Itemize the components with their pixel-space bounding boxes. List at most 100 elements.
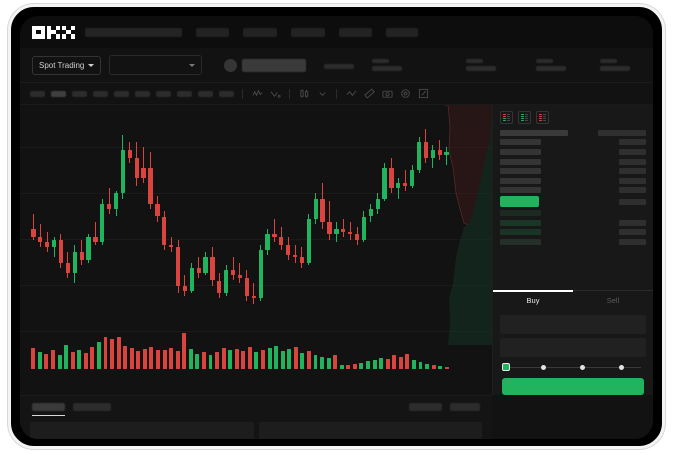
timeframe-chip-9[interactable] bbox=[198, 90, 213, 97]
orderbook-bid-row[interactable] bbox=[500, 237, 646, 247]
candle-body bbox=[375, 198, 380, 209]
volume-bar bbox=[241, 351, 246, 369]
orderbook-bid-row[interactable] bbox=[500, 218, 646, 228]
fullscreen-icon[interactable] bbox=[417, 88, 429, 100]
settings-icon[interactable] bbox=[399, 88, 411, 100]
line-chart-icon[interactable] bbox=[345, 88, 357, 100]
price-chart[interactable] bbox=[20, 105, 492, 395]
bottom-panel-cards bbox=[20, 411, 492, 439]
nav-item-4[interactable] bbox=[339, 27, 372, 37]
orderbook-rows[interactable] bbox=[493, 128, 653, 247]
market-stat-3 bbox=[466, 59, 497, 71]
candle-body bbox=[265, 234, 270, 250]
bottom-card-1[interactable] bbox=[30, 422, 254, 439]
slider-mark-50[interactable] bbox=[580, 364, 585, 370]
candle-body bbox=[313, 198, 318, 220]
timeframe-chip-7[interactable] bbox=[156, 90, 171, 97]
candle bbox=[437, 119, 442, 314]
orderbook-ask-row[interactable] bbox=[500, 147, 646, 157]
bottom-action-2[interactable] bbox=[450, 403, 480, 411]
candle-body bbox=[31, 229, 36, 237]
amount-field[interactable] bbox=[500, 338, 646, 357]
orderbook-ask-row[interactable] bbox=[500, 128, 646, 138]
orderbook-and-order-form-panel: Buy Sell bbox=[492, 105, 653, 395]
trading-mode-select[interactable]: Spot Trading bbox=[32, 55, 102, 75]
nav-item-2[interactable] bbox=[243, 27, 277, 37]
candle-wick bbox=[184, 275, 186, 296]
indicator-icon[interactable] bbox=[251, 88, 263, 100]
volume-bar bbox=[339, 364, 344, 369]
nav-item-3[interactable] bbox=[291, 27, 325, 37]
volume-bar bbox=[96, 341, 101, 369]
volume-bar bbox=[70, 351, 75, 369]
slider-mark-75[interactable] bbox=[619, 364, 624, 370]
candle-wick bbox=[404, 170, 406, 191]
timeframe-chip-10[interactable] bbox=[219, 90, 234, 97]
bid-price bbox=[500, 229, 541, 236]
timeframe-chip-1[interactable] bbox=[30, 90, 45, 97]
nav-item-5[interactable] bbox=[386, 27, 418, 37]
timeframe-chip-3[interactable] bbox=[72, 90, 87, 97]
market-stat-value bbox=[536, 66, 567, 71]
nav-item-1[interactable] bbox=[196, 27, 229, 37]
timeframe-chip-4[interactable] bbox=[93, 90, 108, 97]
ask-amount bbox=[598, 129, 646, 136]
orderbook-bid-row[interactable] bbox=[500, 208, 646, 218]
candle bbox=[237, 119, 243, 314]
timeframe-chip-6[interactable] bbox=[135, 90, 150, 97]
candle bbox=[155, 119, 160, 314]
orderbook-mode-bids-icon[interactable] bbox=[518, 111, 531, 124]
candle bbox=[51, 119, 57, 314]
volume-bar bbox=[175, 351, 180, 369]
tab-sell[interactable]: Sell bbox=[606, 296, 620, 305]
candle bbox=[320, 119, 325, 314]
candle-type-icon[interactable] bbox=[298, 88, 310, 100]
price-field[interactable] bbox=[500, 315, 646, 334]
timeframe-chip-5[interactable] bbox=[114, 90, 129, 97]
ask-amount bbox=[619, 177, 646, 184]
bottom-tab-order-history[interactable] bbox=[73, 403, 111, 411]
timeframe-chip-8[interactable] bbox=[177, 90, 192, 97]
slider-mark-25[interactable] bbox=[541, 364, 546, 370]
global-search-input[interactable] bbox=[85, 27, 182, 37]
slider-handle[interactable] bbox=[502, 363, 510, 371]
candle-wick bbox=[53, 236, 55, 258]
bottom-action-1[interactable] bbox=[409, 403, 442, 411]
orderbook-bid-row[interactable] bbox=[500, 227, 646, 237]
chevron-down-icon[interactable] bbox=[316, 88, 328, 100]
ask-amount bbox=[619, 187, 646, 194]
orderbook-ask-row[interactable] bbox=[500, 138, 646, 148]
percent-slider[interactable] bbox=[502, 361, 644, 373]
orderbook-mode-asks-icon[interactable] bbox=[536, 111, 549, 124]
orderbook-ask-row[interactable] bbox=[500, 186, 646, 196]
candle bbox=[354, 119, 360, 314]
candle-body bbox=[217, 280, 222, 294]
trading-pair-select[interactable] bbox=[109, 55, 203, 75]
camera-icon[interactable] bbox=[381, 88, 393, 100]
compare-icon[interactable] bbox=[269, 88, 281, 100]
volume-bar bbox=[418, 361, 423, 369]
candle-body bbox=[120, 149, 126, 194]
volume-bar bbox=[392, 355, 397, 369]
market-stat-1 bbox=[324, 61, 355, 69]
candle bbox=[175, 119, 181, 314]
volume-bar bbox=[280, 351, 285, 369]
submit-order-button[interactable] bbox=[502, 378, 644, 395]
candle bbox=[334, 119, 339, 314]
ruler-icon[interactable] bbox=[363, 88, 375, 100]
bottom-tab-open-orders[interactable] bbox=[32, 403, 65, 416]
candle-body bbox=[361, 216, 367, 240]
candle bbox=[341, 119, 346, 314]
orderbook-mode-both-icon[interactable] bbox=[500, 111, 513, 124]
tab-buy[interactable]: Buy bbox=[493, 290, 573, 310]
candle bbox=[327, 119, 332, 314]
bottom-card-2[interactable] bbox=[258, 422, 482, 439]
orderbook-ask-row[interactable] bbox=[500, 166, 646, 176]
volume-bar bbox=[221, 348, 226, 369]
orderbook-ask-row[interactable] bbox=[500, 176, 646, 186]
timeframe-chip-2[interactable] bbox=[51, 90, 66, 97]
candle-body bbox=[79, 252, 84, 261]
okx-logo-icon[interactable] bbox=[32, 25, 75, 39]
candle-body bbox=[141, 167, 146, 179]
orderbook-ask-row[interactable] bbox=[500, 157, 646, 167]
